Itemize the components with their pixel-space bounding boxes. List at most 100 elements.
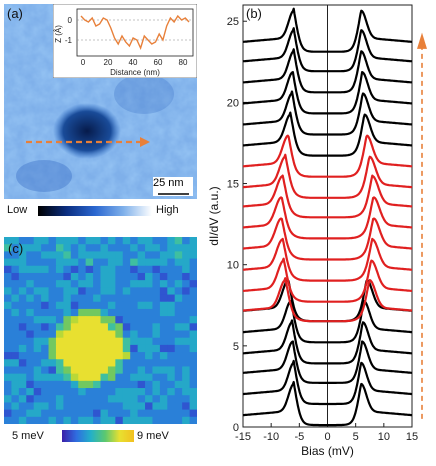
gap-map-pixel (167, 366, 176, 375)
spectrum-line (242, 7, 413, 53)
gap-map-pixel (130, 380, 139, 389)
gap-map-pixel (159, 416, 168, 424)
gap-map-pixel (85, 352, 94, 360)
gap-map-pixel (18, 337, 27, 346)
gap-map-pixel (115, 380, 124, 389)
gap-map-pixel (189, 280, 197, 288)
gap-map-pixel (145, 265, 154, 274)
gap-map-pixel (107, 237, 116, 245)
gap-map-pixel (115, 330, 124, 339)
gap-map-pixel (115, 388, 124, 396)
gap-map-pixel (18, 416, 27, 424)
sequence-arrowhead (417, 32, 427, 49)
gap-map-pixel (33, 352, 42, 360)
gap-map-pixel (41, 265, 50, 274)
gap-map-pixel (48, 251, 57, 260)
scale-bar-box (153, 177, 193, 196)
gap-map-pixel (122, 373, 131, 382)
gap-map-pixel (70, 330, 79, 339)
gap-map-pixel (85, 258, 94, 267)
gap-map-pixel (145, 287, 154, 296)
gap-map-pixel (93, 244, 102, 252)
gap-map-pixel (130, 272, 139, 281)
gap-map-pixel (93, 330, 102, 339)
gap-map-pixel (41, 366, 50, 375)
gap-map-pixel (18, 344, 27, 353)
gap-map-pixel (4, 380, 13, 389)
gap-map-pixel (41, 308, 50, 317)
gap-map-pixel (145, 316, 154, 324)
gap-map-pixel (93, 409, 102, 418)
gap-map-pixel (78, 258, 87, 267)
gap-map-pixel (174, 280, 183, 288)
gap-map-pixel (100, 301, 109, 310)
y-axis-title: dI/dV (a.u.) (207, 186, 221, 245)
gap-map-pixel (152, 294, 161, 303)
gap-map-pixel (33, 416, 42, 424)
gap-map-pixel (107, 323, 116, 332)
gap-map-pixel (100, 323, 109, 332)
gap-map-pixel (122, 366, 131, 375)
gap-map-pixel (145, 366, 154, 375)
gap-map-pixel (55, 294, 64, 303)
gap-map-pixel (78, 280, 87, 288)
x-tick-label: -5 (294, 431, 304, 443)
gap-map-pixel (189, 380, 197, 389)
gap-map-pixel (55, 395, 64, 404)
gap-map-pixel (130, 251, 139, 260)
gap-map-pixel (4, 301, 13, 310)
gap-map-pixel (159, 359, 168, 368)
gap-map-pixel (63, 316, 72, 324)
gap-map-pixel (18, 388, 27, 396)
gap-map-pixel (48, 402, 57, 411)
gap-map-pixel (55, 409, 64, 418)
gap-map-pixel (159, 244, 168, 252)
gap-map-pixel (26, 301, 35, 310)
gap-map-pixel (100, 287, 109, 296)
gap-map-pixel (55, 244, 64, 252)
gap-map-pixel (78, 395, 87, 404)
spectrum-line (242, 196, 413, 240)
gap-map-pixel (85, 344, 94, 353)
gap-map-pixel (145, 416, 154, 424)
gap-map-pixel (130, 237, 139, 245)
gap-map-pixel (174, 337, 183, 346)
gap-map-pixel (26, 330, 35, 339)
gap-map-pixel (182, 316, 191, 324)
gap-map-pixel (167, 272, 176, 281)
gap-map-pixel (130, 280, 139, 288)
x-tick-label: 10 (378, 431, 390, 443)
gap-map-pixel (70, 337, 79, 346)
gap-map-pixel (130, 330, 139, 339)
gap-map (4, 237, 197, 424)
gap-map-pixel (26, 337, 35, 346)
y-tick-label: 25 (227, 16, 239, 28)
gap-map-pixel (182, 287, 191, 296)
gap-map-pixel (63, 237, 72, 245)
gap-map-pixel (159, 388, 168, 396)
gap-map-pixel (122, 330, 131, 339)
gap-map-pixel (70, 287, 79, 296)
gap-map-pixel (159, 380, 168, 389)
gap-map-pixel (130, 352, 139, 360)
gap-map-pixel (137, 388, 146, 396)
gap-map-pixel (18, 308, 27, 317)
gap-map-pixel (55, 380, 64, 389)
spectra-chart: -15 -10 -5 0 5 10 15 0 5 10 15 20 25 Bias (mV) dI/dV (… (207, 4, 427, 458)
gap-map-pixel (4, 366, 13, 375)
gap-map-pixel (137, 251, 146, 260)
gap-map-pixel (174, 330, 183, 339)
gap-map-pixel (174, 237, 183, 245)
gap-map-pixel (78, 416, 87, 424)
gap-map-pixel (85, 244, 94, 252)
gap-map-pixel (33, 337, 42, 346)
gap-map-pixel (115, 337, 124, 346)
gap-map-pixel (70, 251, 79, 260)
gap-map-pixel (182, 337, 191, 346)
gap-map-pixel (137, 237, 146, 245)
inset-xlabel: Distance (nm) (110, 68, 160, 77)
gap-map-pixel (115, 258, 124, 267)
gap-map-pixel (11, 316, 20, 324)
gap-map-pixel (145, 395, 154, 404)
gap-map-pixel (137, 373, 146, 382)
